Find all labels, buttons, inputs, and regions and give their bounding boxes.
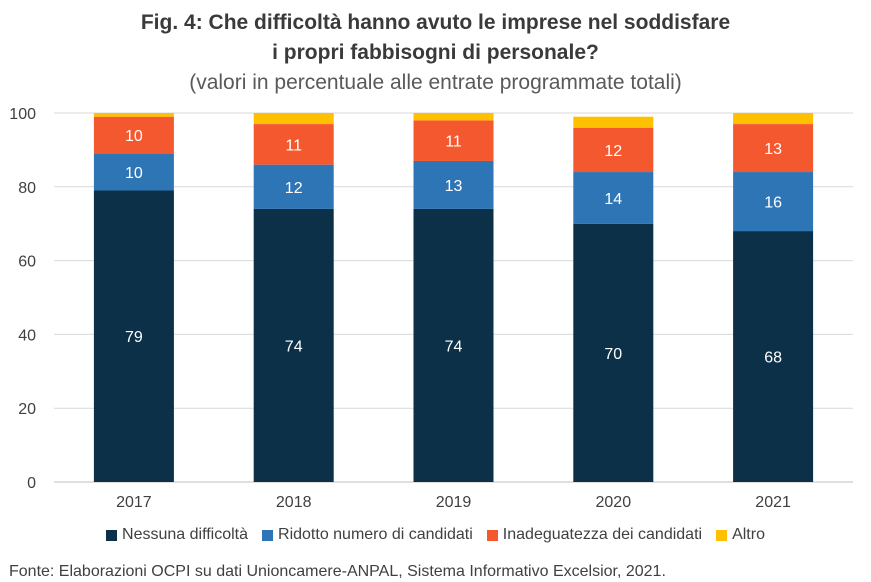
legend-item: Nessuna difficoltà <box>106 526 248 544</box>
y-tick-label: 80 <box>18 180 36 197</box>
data-label: 74 <box>285 338 303 355</box>
chart-legend: Nessuna difficoltà Ridotto numero di cand… <box>0 526 871 544</box>
legend-swatch <box>716 529 728 541</box>
bar-segment <box>733 231 814 482</box>
x-tick-label: 2021 <box>755 494 791 511</box>
x-tick-label: 2020 <box>596 494 632 511</box>
bar-segment <box>93 113 174 117</box>
legend-label: Nessuna difficoltà <box>122 526 249 543</box>
bar-segment <box>413 113 494 121</box>
chart-subtitle: (valori in percentuale alle entrate prog… <box>189 71 682 94</box>
y-tick-label: 100 <box>9 106 36 123</box>
data-label: 79 <box>125 329 143 346</box>
bar-segment <box>573 127 654 173</box>
bar-segment <box>93 190 174 483</box>
data-label: 13 <box>764 141 782 158</box>
bar-segment <box>733 113 814 125</box>
legend-label: Ridotto numero di candidati <box>278 526 473 543</box>
bar-segment <box>253 113 334 125</box>
bar-segment <box>253 208 334 482</box>
data-label: 70 <box>604 346 622 363</box>
legend-swatch <box>486 529 498 541</box>
legend-item: Inadeguatezza dei candidati <box>486 526 703 544</box>
legend-swatch <box>106 529 118 541</box>
data-label: 11 <box>285 137 302 154</box>
legend-label: Altro <box>732 526 765 543</box>
bar-segment <box>93 116 174 154</box>
bar-segment <box>573 172 654 224</box>
bar-segment <box>93 153 174 191</box>
chart-title-line-2: i propri fabbisogni di personale? <box>272 41 599 64</box>
data-label: 74 <box>445 338 463 355</box>
bar-segment <box>573 223 654 482</box>
data-label: 16 <box>764 195 782 212</box>
legend-item: Ridotto numero di candidati <box>262 526 473 544</box>
x-tick-label: 2017 <box>116 494 152 511</box>
chart-title-line-1: Fig. 4: Che difficoltà hanno avuto le im… <box>140 11 731 34</box>
data-label: 68 <box>764 350 782 367</box>
legend-item: Altro <box>716 526 765 544</box>
y-tick-label: 40 <box>18 327 36 344</box>
data-label: 14 <box>604 191 622 208</box>
data-label: 10 <box>125 128 143 145</box>
data-label: 11 <box>445 134 462 151</box>
data-label: 13 <box>445 178 463 195</box>
y-tick-label: 20 <box>18 401 36 418</box>
bar-segment <box>253 124 334 165</box>
x-tick-label: 2018 <box>276 494 312 511</box>
bar-segment <box>733 124 814 173</box>
bar-segment <box>413 160 494 209</box>
source-note: Fonte: Elaborazioni OCPI su dati Unionca… <box>9 563 666 580</box>
bar-segment <box>573 116 654 128</box>
chart-title-block: Fig. 4: Che difficoltà hanno avuto le im… <box>0 8 871 98</box>
data-label: 12 <box>604 143 622 160</box>
bar-segment <box>253 164 334 209</box>
bar-segment <box>413 208 494 482</box>
data-label: 10 <box>125 165 143 182</box>
bar-segment <box>733 172 814 232</box>
y-tick-label: 60 <box>18 254 36 271</box>
data-label: 12 <box>285 180 303 197</box>
y-tick-label: 0 <box>27 475 36 492</box>
legend-swatch <box>262 529 274 541</box>
x-tick-label: 2019 <box>436 494 472 511</box>
legend-label: Inadeguatezza dei candidati <box>502 526 703 543</box>
bar-segment <box>413 120 494 161</box>
